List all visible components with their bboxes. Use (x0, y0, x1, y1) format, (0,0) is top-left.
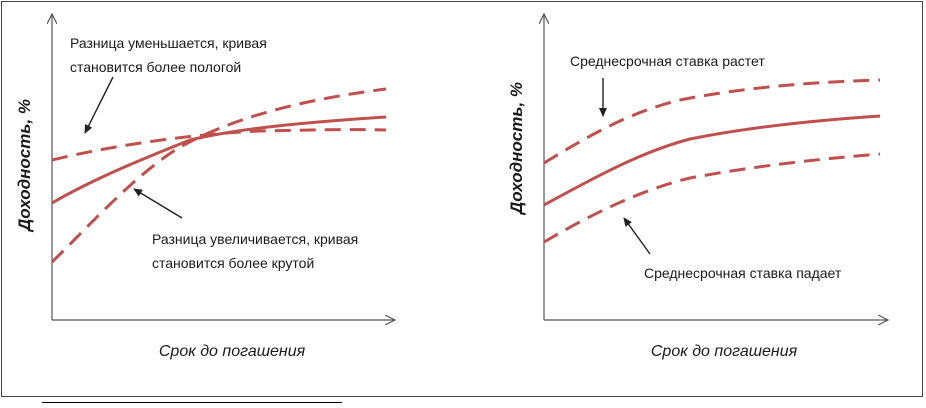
right-y-axis-label: Доходность, % (507, 82, 526, 216)
right-upper-curve (543, 78, 881, 165)
left-steeper-curve (50, 87, 387, 264)
figure-frame (1, 1, 923, 397)
left-annotation-top-line1: Разница уменьшается, кривая (70, 35, 267, 51)
left-base-curve (51, 115, 387, 205)
right-panel: Среднесрочная ставка растет Среднесрочна… (507, 14, 888, 360)
right-lower-curve (543, 152, 881, 244)
right-x-axis-label: Срок до погашения (651, 343, 798, 360)
left-x-axis-label: Срок до погашения (159, 343, 306, 360)
left-y-axis-label: Доходность, % (15, 99, 34, 233)
left-top-arrow (84, 76, 114, 134)
right-bottom-arrow (623, 217, 651, 255)
right-annotation-top: Среднесрочная ставка растет (570, 53, 765, 69)
left-panel: Разница уменьшается, кривая становится б… (15, 14, 395, 360)
left-annotation-bottom-line2: становится более крутой (152, 255, 314, 271)
left-annotation-top-line2: становится более пологой (70, 59, 241, 75)
left-flatter-curve (51, 128, 387, 162)
right-annotation-bottom: Среднесрочная ставка падает (644, 265, 842, 281)
footnote-rule (42, 402, 342, 403)
right-base-curve (543, 114, 881, 207)
left-bottom-arrow (133, 188, 183, 219)
left-annotation-bottom-line1: Разница увеличивается, кривая (152, 231, 358, 247)
